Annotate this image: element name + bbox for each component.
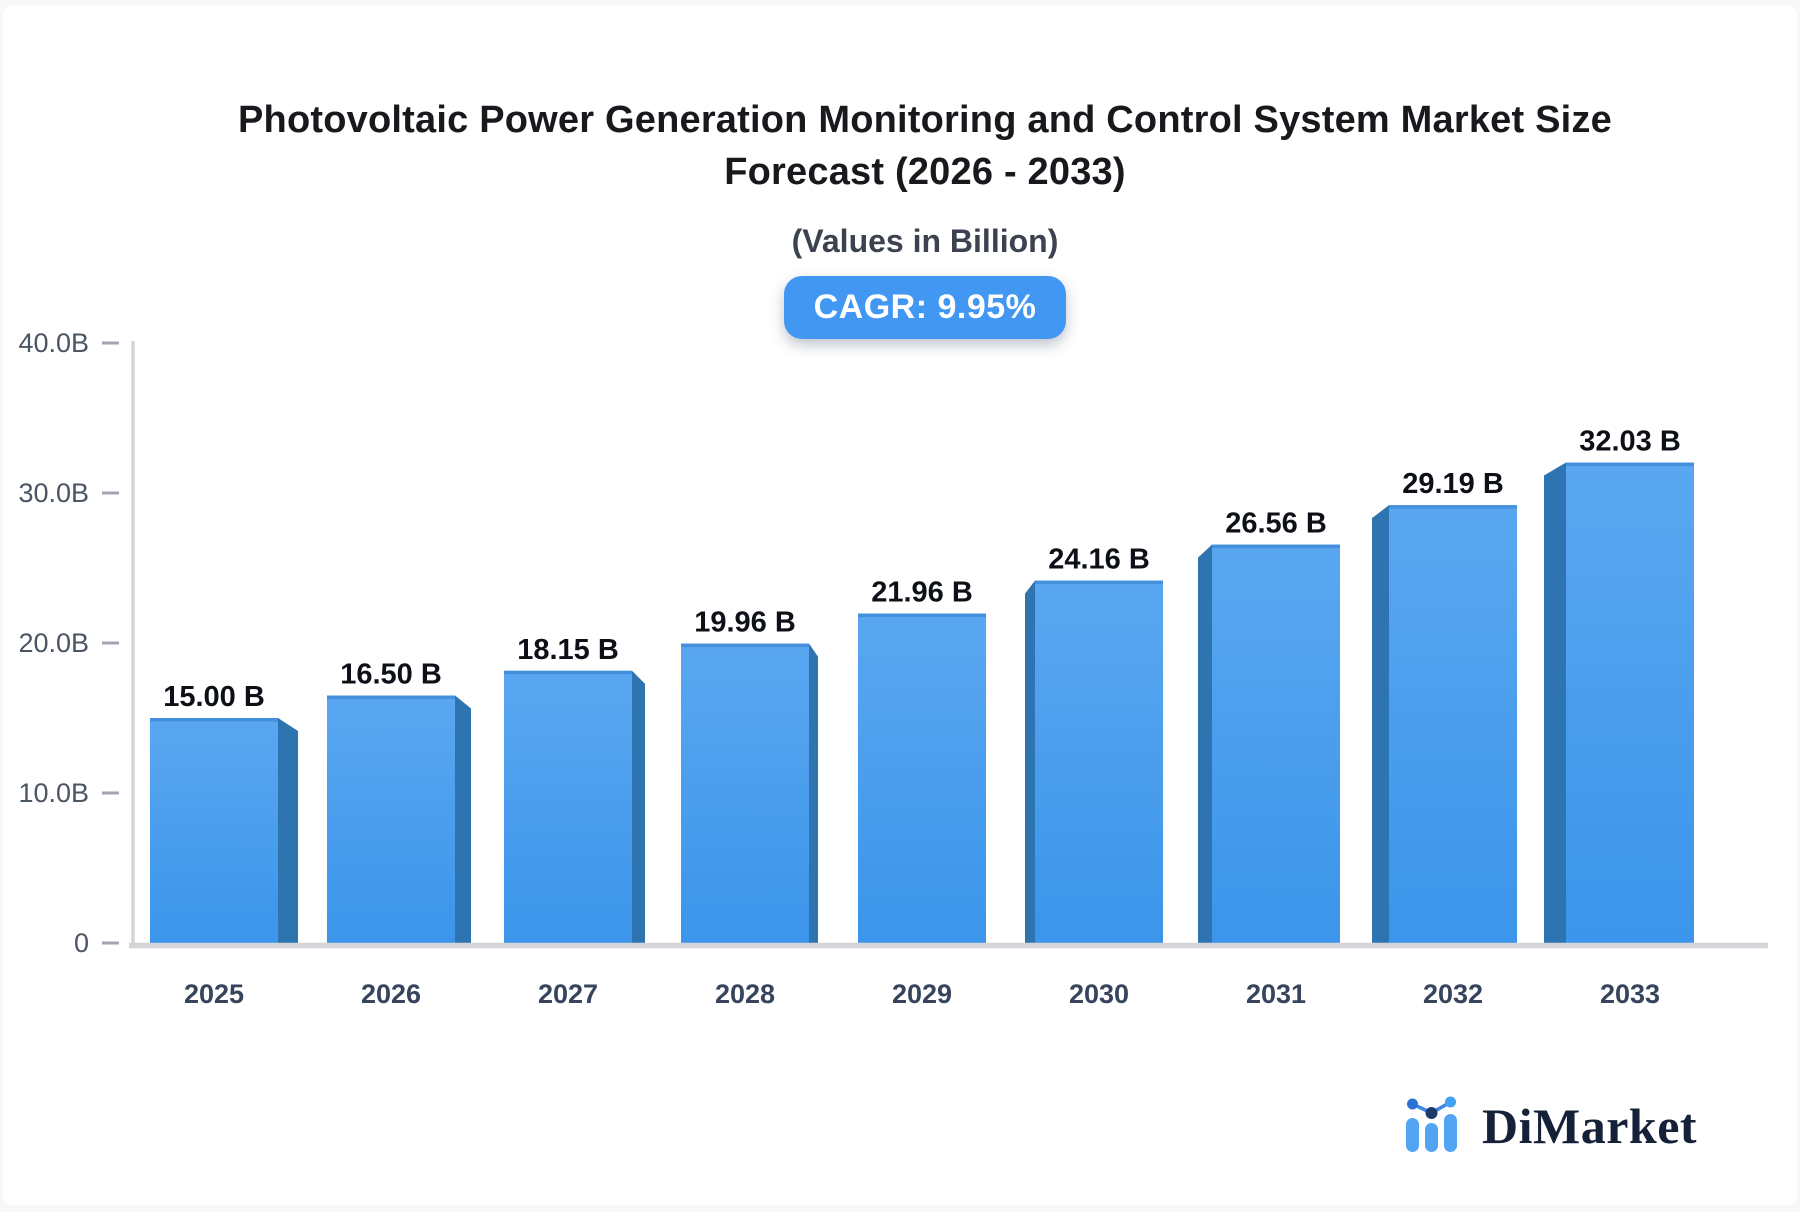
bar-2025: 15.00 B 2025 [150,681,298,1009]
x-category-label: 2033 [1600,979,1660,1009]
bar-value-label: 19.96 B [694,607,796,639]
bar-front-face [327,695,455,943]
cagr-badge: CAGR: 9.95% [783,275,1067,339]
bar-front-face [150,718,278,943]
bar-2033: 32.03 B 2033 [1544,426,1694,1009]
bar-2026: 16.50 B 2026 [327,659,471,1009]
bar-top-edge [1212,544,1340,549]
x-category-label: 2027 [538,979,598,1009]
chart-subtitle: (Values in Billion) [791,222,1059,259]
bar-2031: 26.56 B 2031 [1198,508,1340,1009]
y-tick-label: 30.0B [18,478,89,508]
bar-side-face [632,670,645,943]
chart-title-line1: Photovoltaic Power Generation Monitoring… [238,99,1612,141]
x-category-label: 2031 [1246,979,1306,1009]
brand-logo-text: DiMarket [1482,1098,1698,1154]
bar-side-face [278,718,298,943]
bar-top-edge [150,718,278,722]
chart-title: Photovoltaic Power Generation Monitoring… [50,94,1800,199]
y-tick-label: 40.0B [18,328,89,358]
bar-2027: 18.15 B 2027 [504,634,645,1009]
logo-dot-1 [1407,1098,1418,1110]
bar-top-edge [1566,462,1694,467]
x-category-label: 2026 [361,979,421,1009]
bar-top-edge [327,695,455,699]
logo-bar-3 [1444,1114,1457,1152]
y-tick-label: 20.0B [18,628,89,658]
brand-logo: DiMarket [1402,1096,1697,1156]
y-tick-label: 0 [74,928,89,958]
bar-front-face [1389,505,1517,943]
bar-2030: 24.16 B 2030 [1025,544,1163,1009]
bar-2032: 29.19 B 2032 [1372,468,1517,1009]
bar-side-face [1544,462,1566,943]
bar-top-edge [858,613,986,618]
bar-top-edge [1389,505,1517,509]
bar-side-face [1025,580,1035,943]
y-tick-label: 10.0B [18,778,89,808]
bar-side-face [809,643,818,943]
logo-dot-2 [1425,1107,1438,1119]
logo-bar-2 [1425,1123,1438,1152]
x-category-label: 2025 [184,979,244,1009]
bar-side-face [1372,505,1389,943]
bar-value-label: 26.56 B [1225,508,1327,540]
bar-value-label: 16.50 B [340,659,442,691]
x-category-label: 2029 [892,979,952,1009]
bar-side-face [1198,544,1212,943]
logo-bar-1 [1406,1118,1419,1152]
x-category-label: 2032 [1423,979,1483,1009]
bar-front-face [681,643,809,943]
bar-front-face [858,613,986,943]
bar-value-label: 21.96 B [871,577,973,609]
bar-side-face [455,695,471,943]
logo-dot-3 [1445,1096,1456,1108]
bar-value-label: 29.19 B [1402,468,1504,500]
bar-2028: 19.96 B 2028 [681,607,818,1009]
x-category-label: 2028 [715,979,775,1009]
bar-value-label: 24.16 B [1048,544,1150,576]
bar-front-face [1035,580,1163,943]
chart-header: Photovoltaic Power Generation Monitoring… [50,94,1800,339]
x-category-label: 2030 [1069,979,1129,1009]
badge-row: CAGR: 9.95% [50,275,1800,339]
bar-front-face [1212,544,1340,943]
bar-top-edge [681,643,809,648]
bar-front-face [1566,462,1694,943]
bar-2029: 21.96 B 2029 [858,577,986,1009]
bar-value-label: 32.03 B [1579,426,1681,458]
bar-top-edge [504,670,632,675]
bar-front-face [504,670,632,943]
bar-top-edge [1035,580,1163,585]
chart-title-line2: Forecast (2026 - 2033) [724,151,1126,194]
bar-value-label: 15.00 B [163,681,265,713]
brand-logo-icon [1406,1096,1457,1152]
bar-value-label: 18.15 B [517,634,619,666]
